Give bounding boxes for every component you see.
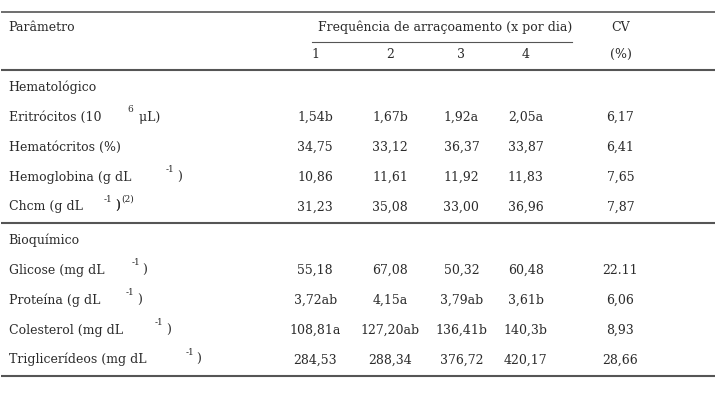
Text: μL): μL)	[135, 111, 160, 124]
Text: 376,72: 376,72	[440, 353, 483, 366]
Text: -1: -1	[126, 287, 135, 296]
Text: ): )	[142, 263, 147, 276]
Text: 7,65: 7,65	[606, 170, 634, 183]
Text: -1: -1	[104, 194, 112, 203]
Text: 4: 4	[522, 48, 530, 61]
Text: 31,23: 31,23	[297, 200, 333, 213]
Text: 8,93: 8,93	[606, 323, 634, 336]
Text: -1: -1	[131, 258, 140, 266]
Text: ): )	[166, 323, 171, 336]
Text: 284,53: 284,53	[294, 353, 337, 366]
Text: Hematológico: Hematológico	[9, 80, 97, 94]
Text: 1,92a: 1,92a	[444, 111, 479, 124]
Text: 6,06: 6,06	[606, 293, 634, 306]
Text: Chcm (g dL: Chcm (g dL	[9, 200, 82, 213]
Text: 1,67b: 1,67b	[372, 111, 408, 124]
Text: -1: -1	[166, 164, 175, 173]
Text: 2: 2	[386, 48, 394, 61]
Text: (%): (%)	[609, 48, 632, 61]
Text: 36,96: 36,96	[508, 200, 543, 213]
Text: ): )	[115, 200, 120, 213]
Text: 11,92: 11,92	[444, 170, 479, 183]
Text: 4,15a: 4,15a	[372, 293, 407, 306]
Text: 288,34: 288,34	[368, 353, 412, 366]
Text: 33,87: 33,87	[508, 141, 543, 153]
Text: Hemoglobina (g dL: Hemoglobina (g dL	[9, 170, 131, 183]
Text: 3,72ab: 3,72ab	[294, 293, 337, 306]
Text: 60,48: 60,48	[508, 263, 543, 276]
Text: 11,83: 11,83	[508, 170, 543, 183]
Text: 34,75: 34,75	[297, 141, 333, 153]
Text: ): )	[115, 200, 120, 213]
Text: 3,61b: 3,61b	[508, 293, 543, 306]
Text: (2): (2)	[121, 194, 134, 203]
Text: 11,61: 11,61	[372, 170, 408, 183]
Text: 33,00: 33,00	[443, 200, 479, 213]
Text: 33,12: 33,12	[372, 141, 408, 153]
Text: Hematócritos (%): Hematócritos (%)	[9, 141, 120, 153]
Text: 108,81a: 108,81a	[289, 323, 341, 336]
Text: 67,08: 67,08	[372, 263, 408, 276]
Text: Bioquímico: Bioquímico	[9, 233, 79, 247]
Text: 420,17: 420,17	[504, 353, 548, 366]
Text: -1: -1	[185, 347, 194, 356]
Text: Glicose (mg dL: Glicose (mg dL	[9, 263, 104, 276]
Text: 28,66: 28,66	[603, 353, 639, 366]
Text: 35,08: 35,08	[372, 200, 408, 213]
Text: Parâmetro: Parâmetro	[9, 21, 75, 34]
Text: Proteína (g dL: Proteína (g dL	[9, 292, 100, 306]
Text: Frequência de arraçoamento (x por dia): Frequência de arraçoamento (x por dia)	[318, 21, 573, 34]
Text: 140,3b: 140,3b	[503, 323, 548, 336]
Text: 6,17: 6,17	[606, 111, 634, 124]
Text: 1: 1	[311, 48, 319, 61]
Text: 3: 3	[458, 48, 465, 61]
Text: 22.11: 22.11	[603, 263, 638, 276]
Text: Triglicerídeos (mg dL: Triglicerídeos (mg dL	[9, 352, 146, 366]
Text: ): )	[196, 353, 201, 366]
Text: 55,18: 55,18	[297, 263, 333, 276]
Text: 10,86: 10,86	[297, 170, 333, 183]
Text: Eritrócitos (10: Eritrócitos (10	[9, 111, 101, 124]
Text: 6: 6	[127, 105, 133, 114]
Text: -1: -1	[155, 317, 164, 326]
Text: 3,79ab: 3,79ab	[440, 293, 483, 306]
Text: 50,32: 50,32	[444, 263, 479, 276]
Text: ): )	[177, 170, 182, 183]
Text: 36,37: 36,37	[443, 141, 479, 153]
Text: 1,54b: 1,54b	[297, 111, 333, 124]
Text: 6,41: 6,41	[606, 141, 634, 153]
Text: 127,20ab: 127,20ab	[361, 323, 420, 336]
Text: CV: CV	[611, 21, 630, 34]
Text: ): )	[137, 293, 142, 306]
Text: 7,87: 7,87	[606, 200, 634, 213]
Text: 2,05a: 2,05a	[508, 111, 543, 124]
Text: 136,41b: 136,41b	[435, 323, 488, 336]
Text: Colesterol (mg dL: Colesterol (mg dL	[9, 323, 122, 336]
